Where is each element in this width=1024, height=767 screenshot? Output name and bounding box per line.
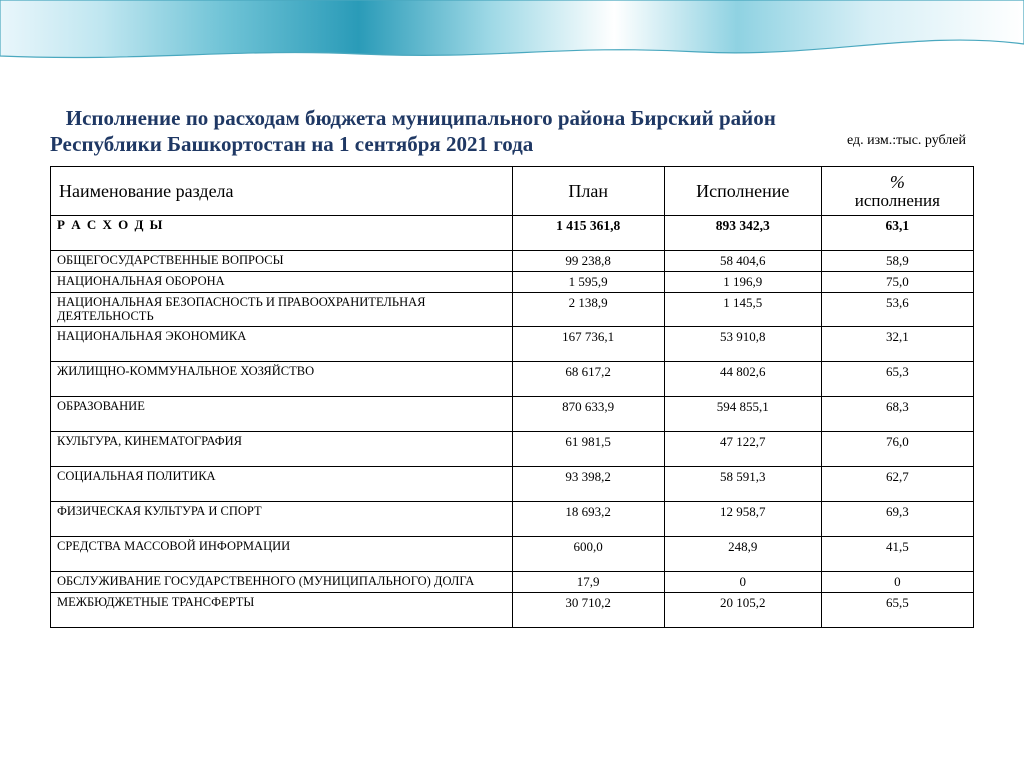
cell-name: ЖИЛИЩНО-КОММУНАЛЬНОЕ ХОЗЯЙСТВО bbox=[51, 361, 513, 396]
cell-name: НАЦИОНАЛЬНАЯ ЭКОНОМИКА bbox=[51, 326, 513, 361]
cell-pct: 53,6 bbox=[821, 293, 973, 327]
budget-table-body: Р А С Х О Д Ы1 415 361,8893 342,363,1ОБЩ… bbox=[51, 216, 974, 628]
cell-plan: 61 981,5 bbox=[512, 431, 664, 466]
cell-name: ФИЗИЧЕСКАЯ КУЛЬТУРА И СПОРТ bbox=[51, 501, 513, 536]
cell-plan: 2 138,9 bbox=[512, 293, 664, 327]
cell-pct: 65,5 bbox=[821, 592, 973, 627]
col-header-pct: % исполнения bbox=[821, 167, 973, 216]
cell-pct: 75,0 bbox=[821, 272, 973, 293]
col-header-name: Наименование раздела bbox=[51, 167, 513, 216]
cell-name: ОБРАЗОВАНИЕ bbox=[51, 396, 513, 431]
cell-exec: 58 404,6 bbox=[664, 251, 821, 272]
cell-plan: 1 415 361,8 bbox=[512, 216, 664, 251]
cell-plan: 870 633,9 bbox=[512, 396, 664, 431]
budget-table-container: Наименование раздела План Исполнение % и… bbox=[50, 166, 974, 628]
cell-name: ОБЩЕГОСУДАРСТВЕННЫЕ ВОПРОСЫ bbox=[51, 251, 513, 272]
cell-plan: 93 398,2 bbox=[512, 466, 664, 501]
cell-plan: 1 595,9 bbox=[512, 272, 664, 293]
table-row: КУЛЬТУРА, КИНЕМАТОГРАФИЯ61 981,547 122,7… bbox=[51, 431, 974, 466]
page-title: Исполнение по расходам бюджета муниципал… bbox=[50, 105, 974, 158]
cell-name: СОЦИАЛЬНАЯ ПОЛИТИКА bbox=[51, 466, 513, 501]
cell-name: СРЕДСТВА МАССОВОЙ ИНФОРМАЦИИ bbox=[51, 536, 513, 571]
col-header-exec: Исполнение bbox=[664, 167, 821, 216]
table-row: СРЕДСТВА МАССОВОЙ ИНФОРМАЦИИ600,0248,941… bbox=[51, 536, 974, 571]
table-row: ЖИЛИЩНО-КОММУНАЛЬНОЕ ХОЗЯЙСТВО68 617,244… bbox=[51, 361, 974, 396]
table-row: ОБРАЗОВАНИЕ870 633,9594 855,168,3 bbox=[51, 396, 974, 431]
cell-exec: 44 802,6 bbox=[664, 361, 821, 396]
cell-plan: 600,0 bbox=[512, 536, 664, 571]
banner-wave bbox=[0, 0, 1024, 58]
cell-name: КУЛЬТУРА, КИНЕМАТОГРАФИЯ bbox=[51, 431, 513, 466]
cell-exec: 58 591,3 bbox=[664, 466, 821, 501]
cell-exec: 0 bbox=[664, 571, 821, 592]
cell-pct: 0 bbox=[821, 571, 973, 592]
table-row: НАЦИОНАЛЬНАЯ ЭКОНОМИКА167 736,153 910,83… bbox=[51, 326, 974, 361]
table-header-row: Наименование раздела План Исполнение % и… bbox=[51, 167, 974, 216]
budget-table: Наименование раздела План Исполнение % и… bbox=[50, 166, 974, 628]
cell-plan: 167 736,1 bbox=[512, 326, 664, 361]
title-line-2: Республики Башкортостан на 1 сентября 20… bbox=[50, 131, 974, 157]
cell-exec: 53 910,8 bbox=[664, 326, 821, 361]
top-banner bbox=[0, 0, 1024, 62]
table-row: ОБЩЕГОСУДАРСТВЕННЫЕ ВОПРОСЫ99 238,858 40… bbox=[51, 251, 974, 272]
cell-exec: 12 958,7 bbox=[664, 501, 821, 536]
units-label: ед. изм.:тыс. рублей bbox=[847, 133, 966, 149]
cell-pct: 68,3 bbox=[821, 396, 973, 431]
cell-name: НАЦИОНАЛЬНАЯ БЕЗОПАСНОСТЬ И ПРАВООХРАНИТ… bbox=[51, 293, 513, 327]
table-row: МЕЖБЮДЖЕТНЫЕ ТРАНСФЕРТЫ30 710,220 105,26… bbox=[51, 592, 974, 627]
cell-plan: 68 617,2 bbox=[512, 361, 664, 396]
cell-pct: 76,0 bbox=[821, 431, 973, 466]
table-row: ФИЗИЧЕСКАЯ КУЛЬТУРА И СПОРТ18 693,212 95… bbox=[51, 501, 974, 536]
cell-exec: 893 342,3 bbox=[664, 216, 821, 251]
cell-pct: 41,5 bbox=[821, 536, 973, 571]
table-row: ОБСЛУЖИВАНИЕ ГОСУДАРСТВЕННОГО (МУНИЦИПАЛ… bbox=[51, 571, 974, 592]
cell-pct: 63,1 bbox=[821, 216, 973, 251]
cell-exec: 1 196,9 bbox=[664, 272, 821, 293]
cell-pct: 65,3 bbox=[821, 361, 973, 396]
cell-name: МЕЖБЮДЖЕТНЫЕ ТРАНСФЕРТЫ bbox=[51, 592, 513, 627]
cell-exec: 248,9 bbox=[664, 536, 821, 571]
cell-name: НАЦИОНАЛЬНАЯ ОБОРОНА bbox=[51, 272, 513, 293]
cell-exec: 594 855,1 bbox=[664, 396, 821, 431]
table-row: НАЦИОНАЛЬНАЯ БЕЗОПАСНОСТЬ И ПРАВООХРАНИТ… bbox=[51, 293, 974, 327]
cell-pct: 32,1 bbox=[821, 326, 973, 361]
title-line-1: Исполнение по расходам бюджета муниципал… bbox=[50, 105, 974, 131]
cell-name: ОБСЛУЖИВАНИЕ ГОСУДАРСТВЕННОГО (МУНИЦИПАЛ… bbox=[51, 571, 513, 592]
cell-plan: 99 238,8 bbox=[512, 251, 664, 272]
cell-pct: 58,9 bbox=[821, 251, 973, 272]
table-row: Р А С Х О Д Ы1 415 361,8893 342,363,1 bbox=[51, 216, 974, 251]
cell-pct: 69,3 bbox=[821, 501, 973, 536]
cell-exec: 20 105,2 bbox=[664, 592, 821, 627]
table-row: НАЦИОНАЛЬНАЯ ОБОРОНА1 595,91 196,975,0 bbox=[51, 272, 974, 293]
cell-plan: 30 710,2 bbox=[512, 592, 664, 627]
cell-plan: 18 693,2 bbox=[512, 501, 664, 536]
table-row: СОЦИАЛЬНАЯ ПОЛИТИКА93 398,258 591,362,7 bbox=[51, 466, 974, 501]
col-header-plan: План bbox=[512, 167, 664, 216]
cell-pct: 62,7 bbox=[821, 466, 973, 501]
cell-name: Р А С Х О Д Ы bbox=[51, 216, 513, 251]
cell-exec: 1 145,5 bbox=[664, 293, 821, 327]
cell-plan: 17,9 bbox=[512, 571, 664, 592]
cell-exec: 47 122,7 bbox=[664, 431, 821, 466]
